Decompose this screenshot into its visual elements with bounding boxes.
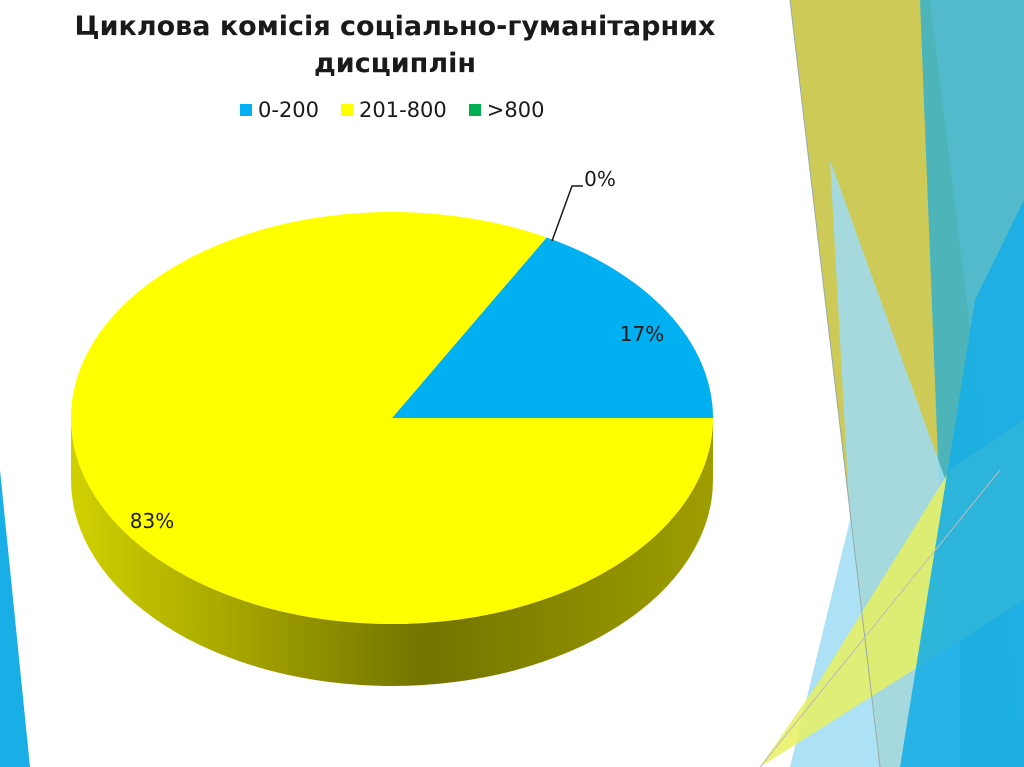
deco-line-1 bbox=[789, 0, 881, 767]
pie-slice-1 bbox=[70, 211, 713, 624]
slide-title: Циклова комісія соціально-гуманітарних д… bbox=[40, 8, 750, 82]
chart-legend: 0-200 201-800 >800 bbox=[240, 98, 566, 122]
legend-swatch-2 bbox=[468, 104, 481, 116]
legend-swatch-1 bbox=[341, 104, 354, 116]
title-line-1: Циклова комісія соціально-гуманітарних bbox=[74, 11, 716, 42]
legend-swatch-0 bbox=[240, 104, 252, 116]
legend-label-2: >800 bbox=[486, 98, 545, 122]
legend-item-1: 201-800 bbox=[341, 98, 447, 122]
pie-slice-0 bbox=[392, 237, 713, 418]
pie-side-1 bbox=[71, 418, 713, 686]
deco-line-2 bbox=[759, 469, 1001, 767]
legend-label-1: 201-800 bbox=[359, 98, 447, 122]
pie-data-label-1: 83% bbox=[130, 509, 174, 533]
deco-blue-band bbox=[900, 200, 1024, 767]
legend-label-0: 0-200 bbox=[258, 98, 320, 122]
legend-item-0: 0-200 bbox=[240, 98, 319, 122]
title-line-2: дисциплін bbox=[314, 48, 476, 79]
pie-leader-line bbox=[551, 185, 583, 242]
pie-data-label-0: 17% bbox=[620, 322, 664, 346]
deco-left-blue bbox=[0, 470, 30, 767]
pie-data-label-2: 0% bbox=[584, 167, 616, 191]
legend-item-2: >800 bbox=[468, 98, 545, 122]
